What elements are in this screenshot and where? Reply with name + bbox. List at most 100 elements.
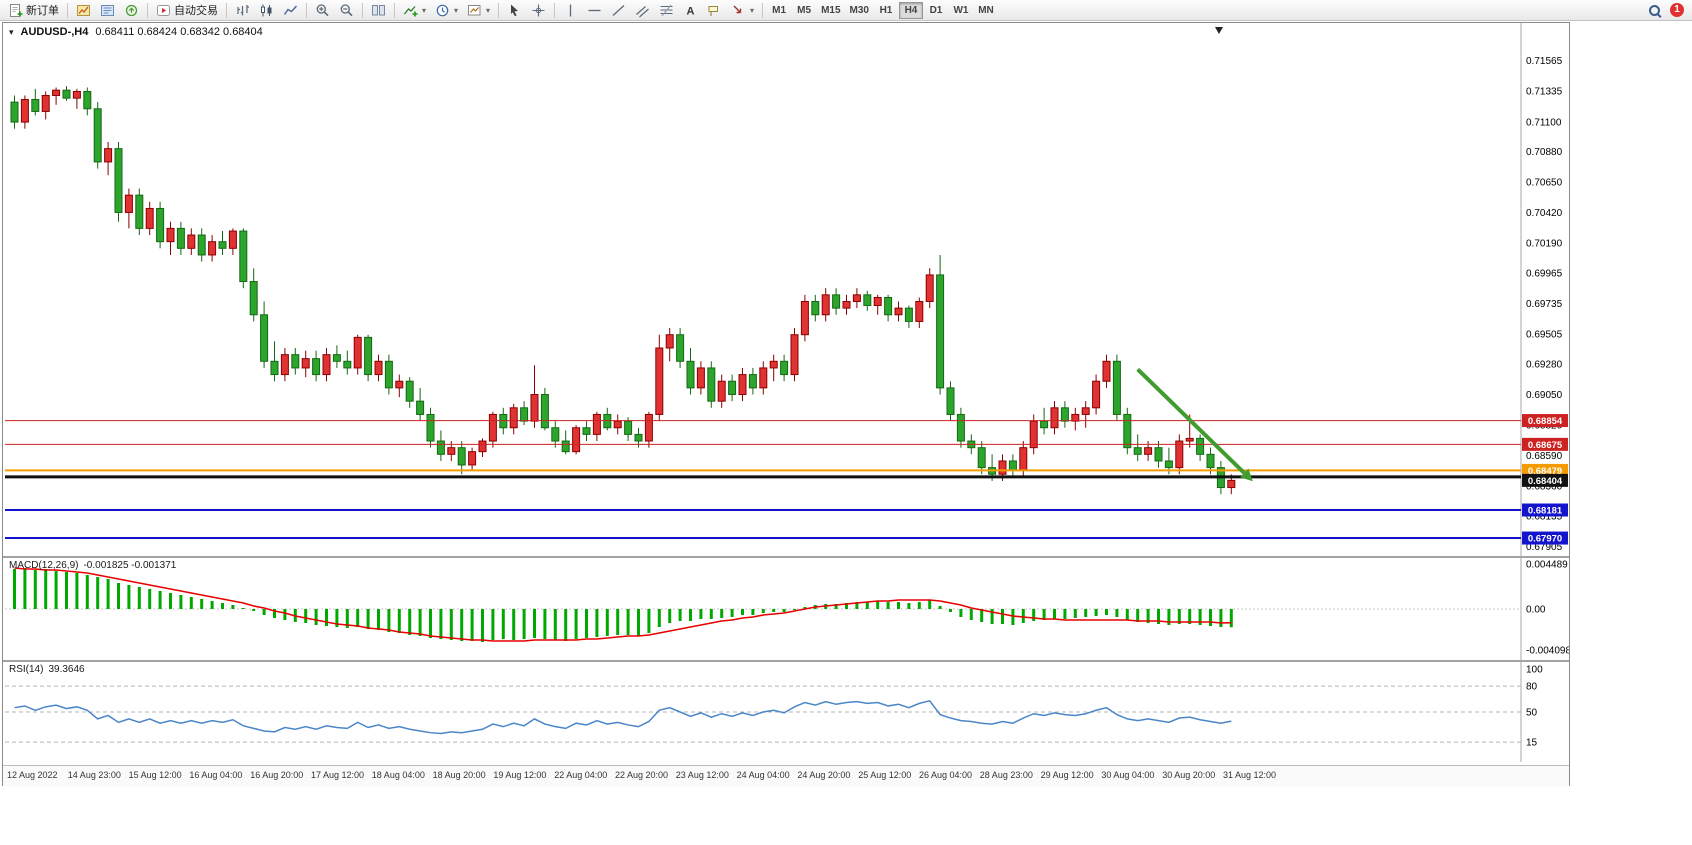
tile-windows-icon xyxy=(371,3,386,18)
bid-price-badge xyxy=(1522,473,1568,487)
search-button[interactable] xyxy=(1644,1,1665,19)
candle-body-bull xyxy=(301,358,310,369)
time-label: 22 Aug 20:00 xyxy=(615,770,669,780)
candle-body-bull xyxy=(208,241,217,256)
time-scale[interactable]: 12 Aug 2022 14 Aug 23:00 15 Aug 12:00 16 Au… xyxy=(3,765,1569,786)
candle-body-bull xyxy=(1144,447,1153,455)
time-label: 16 Aug 04:00 xyxy=(189,770,243,780)
vertical-line-button[interactable] xyxy=(559,1,582,19)
time-label: 28 Aug 23:00 xyxy=(979,770,1033,780)
text-button[interactable]: A xyxy=(679,1,702,19)
rsi-indicator-label: RSI(14) 39.3646 xyxy=(9,664,85,675)
candle-body-bear xyxy=(343,360,352,369)
arrows-icon xyxy=(731,3,746,18)
toolbar-separator xyxy=(226,2,227,18)
main-chart-canvas[interactable]: 0.71565 0.71335 0.71100 0.70880 0.70650 0.704… xyxy=(3,23,1569,556)
time-label: 30 Aug 04:00 xyxy=(1101,770,1155,780)
horizontal-line-button[interactable] xyxy=(583,1,606,19)
crosshair-button[interactable] xyxy=(527,1,550,19)
candle-body-bull xyxy=(145,207,154,229)
candle-body-bull xyxy=(1019,447,1028,471)
timeframe-D1[interactable]: D1 xyxy=(924,2,948,19)
symbol-timeframe-label: AUDUSD-,H4 xyxy=(20,26,89,38)
candle-body-bear xyxy=(1040,420,1049,429)
candle-body-bear xyxy=(904,307,913,322)
indicators-button[interactable]: ▾ xyxy=(399,1,430,19)
window-menu-icon[interactable]: ▾ xyxy=(9,26,14,37)
timeframe-M1[interactable]: M1 xyxy=(767,2,791,19)
data-window-icon xyxy=(100,3,115,18)
data-window-button[interactable] xyxy=(96,1,119,19)
timeframe-MN[interactable]: MN xyxy=(974,2,998,19)
candle-body-bear xyxy=(1123,413,1132,449)
tile-windows-button[interactable] xyxy=(367,1,390,19)
trendline-icon xyxy=(611,3,626,18)
templates-button[interactable]: ▾ xyxy=(463,1,494,19)
bar-chart-button[interactable] xyxy=(231,1,254,19)
candle-body-bear xyxy=(364,336,373,376)
main-toolbar: 新订单 自动交易 ▾ ▾ ▾ A ▾ M1 M5 M15 M30 H1 H4 D1 W1 MN … xyxy=(0,0,1692,21)
timeframe-M5[interactable]: M5 xyxy=(792,2,816,19)
rsi-value: 39.3646 xyxy=(48,664,85,675)
trend-arrow-annotation[interactable] xyxy=(1136,367,1246,475)
timeframe-M30[interactable]: M30 xyxy=(846,2,873,19)
bar-chart-icon xyxy=(235,3,250,18)
candle-body-bull xyxy=(738,374,747,396)
toolbar-separator xyxy=(394,2,395,18)
equidistant-channel-button[interactable] xyxy=(631,1,654,19)
toolbar-separator xyxy=(67,2,68,18)
panel-resize-divider[interactable] xyxy=(3,660,1569,662)
text-label-button[interactable] xyxy=(703,1,726,19)
new-order-icon xyxy=(8,3,23,18)
fibonacci-button[interactable] xyxy=(655,1,678,19)
rsi-panel-canvas[interactable]: 100 80 50 15 xyxy=(3,662,1569,762)
price-level-badge xyxy=(1522,463,1568,477)
toolbar-separator xyxy=(498,2,500,18)
refresh-button[interactable] xyxy=(120,1,143,19)
chart-shift-marker[interactable] xyxy=(1215,27,1223,34)
candlestick-chart-icon xyxy=(259,3,274,18)
dropdown-caret: ▾ xyxy=(750,5,755,15)
line-chart-button[interactable] xyxy=(279,1,302,19)
candle-body-bull xyxy=(998,460,1007,475)
candle-body-bull xyxy=(166,227,175,243)
panel-resize-divider[interactable] xyxy=(3,556,1569,558)
rsi-tick-label: 80 xyxy=(1526,682,1538,693)
zoom-out-button[interactable] xyxy=(335,1,358,19)
candle-body-bull xyxy=(353,336,362,369)
line-chart-icon xyxy=(283,3,298,18)
candle-body-bull xyxy=(1050,407,1059,429)
timeframe-H1[interactable]: H1 xyxy=(874,2,898,19)
time-label: 15 Aug 12:00 xyxy=(128,770,182,780)
cursor-button[interactable] xyxy=(503,1,526,19)
zoom-in-button[interactable] xyxy=(311,1,334,19)
candle-body-bear xyxy=(634,433,643,442)
candlestick-chart-button[interactable] xyxy=(255,1,278,19)
price-tick-label: 0.68590 xyxy=(1526,451,1563,462)
timeframe-W1[interactable]: W1 xyxy=(949,2,973,19)
market-watch-button[interactable] xyxy=(72,1,95,19)
candle-body-bear xyxy=(686,360,695,389)
candle-body-bull xyxy=(374,360,383,376)
ohlc-readout: 0.68411 0.68424 0.68342 0.68404 xyxy=(95,26,263,38)
candle-body-bull xyxy=(1092,380,1101,409)
timeframe-H4[interactable]: H4 xyxy=(898,1,923,19)
candle-body-bull xyxy=(644,413,653,442)
candle-body-bull xyxy=(852,294,861,302)
arrows-button[interactable]: ▾ xyxy=(727,1,758,19)
text-label-icon xyxy=(707,3,722,18)
time-label: 14 Aug 23:00 xyxy=(67,770,121,780)
notification-badge[interactable]: 1 xyxy=(1670,3,1684,17)
auto-trading-button[interactable]: 自动交易 xyxy=(152,1,222,19)
candle-body-bear xyxy=(1112,360,1121,415)
new-order-button[interactable]: 新订单 xyxy=(4,1,63,19)
price-tick-label: 0.69735 xyxy=(1526,299,1563,310)
timeframe-M15[interactable]: M15 xyxy=(817,2,844,19)
periods-button[interactable]: ▾ xyxy=(431,1,462,19)
candle-body-bull xyxy=(1071,413,1080,422)
trend-arrow-head[interactable] xyxy=(1240,468,1253,482)
candle-body-bull xyxy=(915,300,924,322)
trendline-button[interactable] xyxy=(607,1,630,19)
macd-panel-canvas[interactable]: 0.004489 0.00 -0.004098 xyxy=(3,558,1569,660)
indicators-icon xyxy=(403,3,418,18)
